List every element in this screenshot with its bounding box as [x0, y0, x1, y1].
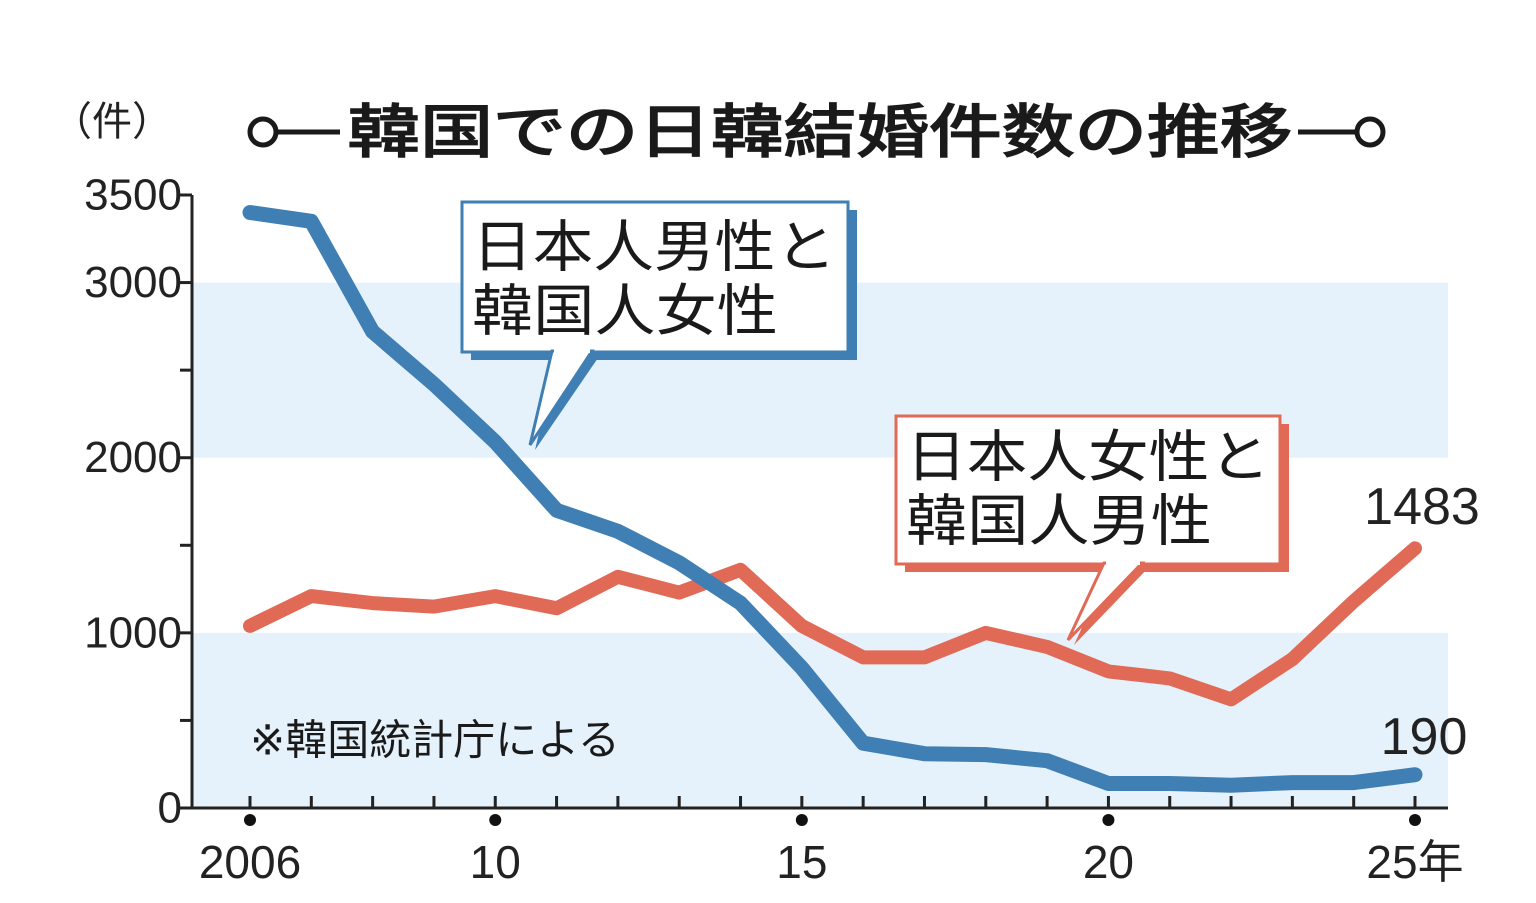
y-tick-label: 2000 [84, 433, 182, 482]
y-unit-label: （件） [52, 100, 172, 144]
series-line-women-korean [243, 541, 1422, 707]
source-note: ※韓国統計庁による [250, 716, 620, 765]
callout-0-joint-cover [554, 345, 590, 353]
callout-1-joint-cover [1106, 557, 1140, 565]
callout-0-line-1: 日本人男性と [472, 216, 836, 281]
callout-0-line-2: 韓国人女性 [472, 280, 778, 345]
y-tick-label: 3500 [84, 171, 182, 220]
callout-1-pointer-shadow [1074, 566, 1150, 645]
x-tick-dot [795, 814, 808, 826]
end-label-series-1: 1483 [1364, 478, 1480, 536]
series-line-men-japanese [242, 205, 1423, 793]
y-tick-label: 0 [158, 784, 182, 833]
x-tick-dot [1409, 814, 1421, 826]
callout-series-1: 日本人女性と 韓国人男性 [894, 414, 1289, 645]
y-tick-label: 3000 [84, 258, 182, 307]
y-tick-label: 1000 [84, 608, 182, 657]
callout-1-line-1: 日本人女性と [906, 426, 1270, 491]
x-tick-dot [244, 814, 256, 826]
callout-0-box [460, 200, 850, 354]
chart-title-group: 韓国での日韓結婚件数の推移 [247, 98, 1386, 166]
callout-0-pointer-shadow [535, 355, 600, 450]
axes [190, 195, 1448, 810]
end-label-series-0: 190 [1381, 708, 1468, 766]
x-tick-label: 15 [776, 836, 827, 888]
callout-1-line-2: 韓国人男性 [906, 490, 1212, 555]
x-tick-dot [489, 814, 502, 826]
x-tick-label: 20 [1083, 836, 1134, 888]
title-right-ring-icon [1354, 116, 1386, 148]
series-lines [242, 205, 1423, 793]
x-tick-label: 10 [470, 836, 521, 888]
x-tick-label: 2006 [199, 836, 301, 888]
callout-1-box [894, 414, 1282, 566]
chart-title: 韓国での日韓結婚件数の推移 [348, 98, 1293, 166]
title-left-ring-icon [247, 116, 279, 148]
x-tick-label: 25年 [1366, 836, 1463, 888]
ticks: 0 1000 2000 3000 3500 2006 10 15 20 25年 [84, 171, 1463, 889]
callout-1-pointer [1066, 561, 1146, 642]
callout-series-0: 日本人男性と 韓国人女性 [460, 200, 857, 450]
x-tick-dot [1102, 814, 1115, 826]
